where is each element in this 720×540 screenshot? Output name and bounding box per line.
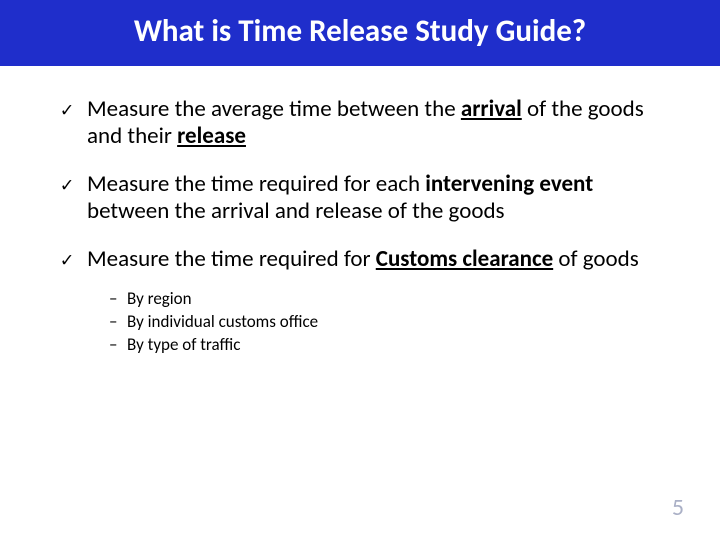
checkmark-icon: ✓ bbox=[55, 100, 79, 121]
checkmark-icon: ✓ bbox=[55, 250, 79, 271]
sub-text: By type of traffic bbox=[127, 334, 680, 355]
dash-icon: – bbox=[109, 288, 127, 309]
text-segment: release bbox=[177, 122, 246, 150]
text-segment: of goods bbox=[553, 245, 639, 273]
body-area: ✓ Measure the average time between the ar… bbox=[0, 66, 720, 356]
sub-text: By region bbox=[127, 288, 680, 309]
text-segment: intervening event bbox=[425, 170, 593, 198]
bullet-text: Measure the average time between the arr… bbox=[87, 96, 680, 151]
bullet-item: ✓ Measure the average time between the ar… bbox=[55, 96, 680, 151]
text-segment: between the arrival and release of the g… bbox=[87, 197, 505, 225]
text-segment: Measure the average time between the bbox=[87, 95, 461, 123]
sub-item: –By individual customs office bbox=[109, 311, 680, 332]
bullet-item: ✓ Measure the time required for each inte… bbox=[55, 171, 680, 226]
dash-icon: – bbox=[109, 311, 127, 332]
text-segment: arrival bbox=[461, 95, 522, 123]
sub-list: –By region–By individual customs office–… bbox=[109, 288, 680, 356]
bullet-text: Measure the time required for Customs cl… bbox=[87, 246, 680, 274]
text-segment: Measure the time required for bbox=[87, 245, 376, 273]
title-band: What is Time Release Study Guide? bbox=[0, 0, 720, 66]
sub-text: By individual customs office bbox=[127, 311, 680, 332]
page-number: 5 bbox=[672, 493, 684, 522]
bullet-text: Measure the time required for each inter… bbox=[87, 171, 680, 226]
checkmark-icon: ✓ bbox=[55, 175, 79, 196]
sub-item: –By region bbox=[109, 288, 680, 309]
text-segment: Measure the time required for each bbox=[87, 170, 425, 198]
bullet-item: ✓ Measure the time required for Customs c… bbox=[55, 246, 680, 274]
text-segment: Customs clearance bbox=[376, 245, 553, 273]
slide-title: What is Time Release Study Guide? bbox=[30, 14, 690, 50]
sub-item: –By type of traffic bbox=[109, 334, 680, 355]
dash-icon: – bbox=[109, 334, 127, 355]
